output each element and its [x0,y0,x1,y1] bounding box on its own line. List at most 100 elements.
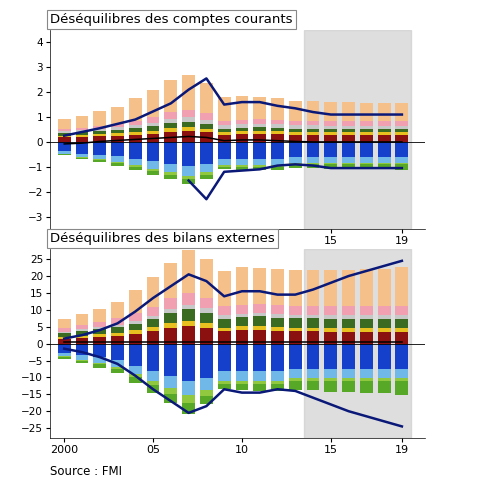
Bar [146,307,160,316]
Bar [306,128,320,132]
Bar [306,132,320,135]
Bar [306,315,320,318]
Bar [342,306,355,315]
Bar [306,318,320,328]
Bar [182,131,195,142]
Bar [378,121,390,125]
Bar [164,80,177,113]
Bar [111,163,124,165]
Bar [271,124,284,127]
Bar [129,313,141,321]
Bar [182,117,195,122]
Bar [58,334,70,337]
Bar [76,332,88,336]
Bar [200,390,213,395]
Bar [146,381,160,385]
Bar [94,334,106,337]
Bar [58,339,70,344]
Bar [146,385,160,392]
Bar [342,315,355,319]
Bar [218,125,230,128]
Bar [236,317,248,326]
Bar [306,370,320,378]
Bar [111,325,124,327]
Bar [218,315,230,319]
Bar [94,159,106,160]
Bar [200,114,213,120]
Bar [271,127,284,131]
Bar [218,128,230,132]
Bar [76,142,88,153]
Bar [289,101,302,121]
Bar [236,384,248,390]
Bar [164,344,177,375]
Bar [111,333,124,336]
Bar [289,121,302,125]
Bar [254,130,266,133]
Bar [271,344,284,371]
Bar [289,128,302,132]
Bar [146,171,160,175]
Bar [236,165,248,167]
Bar [182,142,195,166]
Bar [111,133,124,135]
Bar [164,119,177,123]
Bar [129,125,141,128]
Bar [129,142,141,159]
Bar [342,328,355,332]
Bar [58,131,70,133]
Bar [378,315,390,319]
Bar [129,334,141,344]
Bar [254,119,266,124]
Bar [111,344,124,360]
Bar [236,305,248,314]
Bar [271,98,284,120]
Bar [378,163,390,164]
Bar [360,370,372,378]
Bar [396,125,408,129]
Bar [182,321,195,326]
Bar [360,132,372,135]
Bar [236,159,248,165]
Bar [76,314,88,325]
Bar [289,163,302,164]
Bar [58,133,70,136]
Bar [182,176,195,179]
Bar [360,332,372,344]
Bar [306,142,320,157]
Bar [306,381,320,390]
Bar [289,135,302,142]
Bar [396,381,408,395]
Bar [182,127,195,131]
Bar [76,330,88,332]
Bar [289,142,302,157]
Bar [58,137,70,142]
Bar [396,319,408,328]
Bar [129,344,141,366]
Bar [289,157,302,163]
Bar [342,102,355,121]
Bar [94,142,106,155]
Bar [378,370,390,378]
Bar [94,136,106,142]
Bar [306,164,320,168]
Bar [236,326,248,330]
Bar [378,103,390,121]
Bar [200,259,213,298]
Bar [289,318,302,328]
Bar [378,332,390,344]
Bar [182,122,195,127]
Bar [164,172,177,175]
Bar [164,132,177,142]
Bar [164,393,177,403]
Bar [271,318,284,327]
Bar [164,309,177,313]
Bar [200,308,213,313]
Bar [218,135,230,142]
Bar [111,130,124,133]
Bar [396,344,408,370]
Bar [271,314,284,318]
Bar [146,169,160,171]
Bar [129,121,141,125]
Bar [324,164,337,168]
